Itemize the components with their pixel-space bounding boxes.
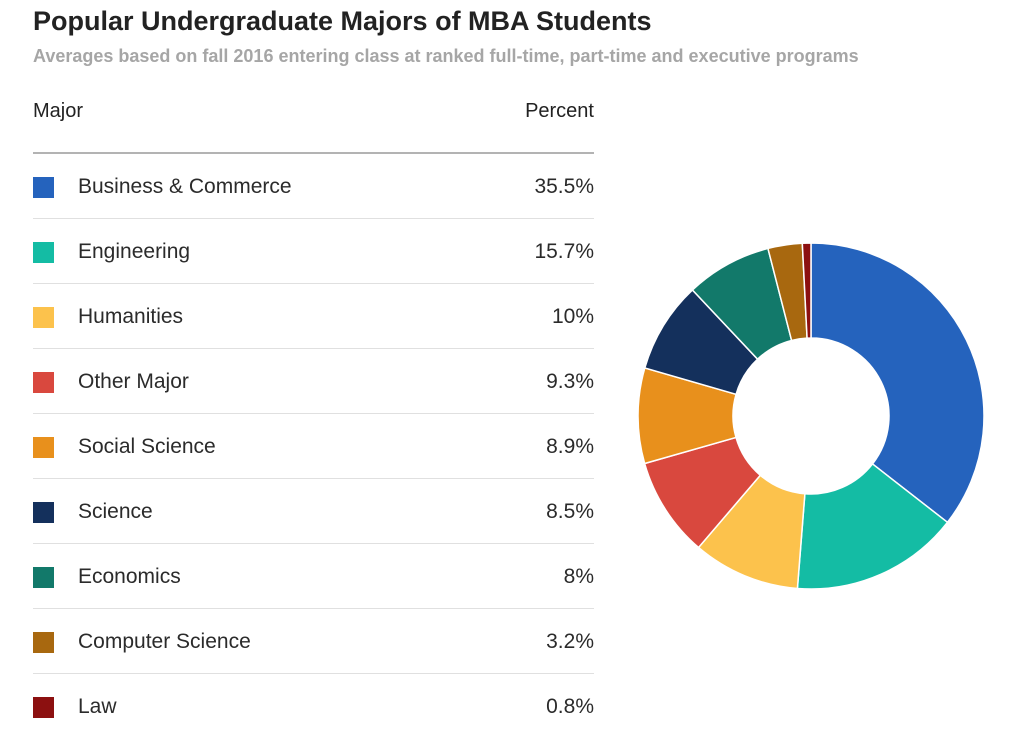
donut-chart xyxy=(637,242,985,590)
legend-label: Law xyxy=(78,695,117,718)
legend-value: 35.5% xyxy=(534,175,594,198)
legend-label: Social Science xyxy=(78,435,216,458)
legend-value: 3.2% xyxy=(546,630,594,653)
legend-swatch xyxy=(33,177,54,198)
chart-title: Popular Undergraduate Majors of MBA Stud… xyxy=(33,6,652,36)
table-header: Major Percent xyxy=(33,88,594,154)
legend-label: Other Major xyxy=(78,370,189,393)
table-row: Other Major 9.3% xyxy=(33,349,594,414)
table-row: Humanities 10% xyxy=(33,284,594,349)
legend-label: Humanities xyxy=(78,305,184,328)
legend-swatch xyxy=(33,307,54,328)
chart-subtitle: Averages based on fall 2016 entering cla… xyxy=(33,46,859,66)
legend-value: 0.8% xyxy=(546,695,594,718)
table-row: Science 8.5% xyxy=(33,479,594,544)
donut-slice xyxy=(796,462,949,590)
legend-table: Major Percent Business & Commerce 35.5% En… xyxy=(33,88,594,738)
header-percent: Percent xyxy=(525,100,594,122)
table-row: Social Science 8.9% xyxy=(33,414,594,479)
table-row: Law 0.8% xyxy=(33,674,594,738)
legend-label: Economics xyxy=(78,565,181,588)
legend-value: 15.7% xyxy=(534,240,594,263)
table-row: Engineering 15.7% xyxy=(33,219,594,284)
legend-value: 8.5% xyxy=(546,500,594,523)
legend-swatch xyxy=(33,567,54,588)
legend-value: 8% xyxy=(563,565,594,588)
legend-swatch xyxy=(33,697,54,718)
legend-swatch xyxy=(33,502,54,523)
table-row: Economics 8% xyxy=(33,544,594,609)
legend-swatch xyxy=(33,372,54,393)
legend-label: Computer Science xyxy=(78,630,251,653)
legend-label: Engineering xyxy=(78,240,191,263)
legend-swatch xyxy=(33,632,54,653)
legend-label: Science xyxy=(78,500,153,523)
legend-value: 8.9% xyxy=(546,435,594,458)
legend-label: Business & Commerce xyxy=(78,175,292,198)
legend-swatch xyxy=(33,437,54,458)
legend-swatch xyxy=(33,242,54,263)
header-major: Major xyxy=(33,100,84,122)
donut-slice xyxy=(810,242,985,524)
table-row: Computer Science 3.2% xyxy=(33,609,594,674)
table-row: Business & Commerce 35.5% xyxy=(33,154,594,219)
table-body: Business & Commerce 35.5% Engineering 15.7%… xyxy=(33,154,594,738)
legend-value: 9.3% xyxy=(546,370,594,393)
legend-value: 10% xyxy=(551,305,594,328)
donut-slice xyxy=(801,242,812,339)
